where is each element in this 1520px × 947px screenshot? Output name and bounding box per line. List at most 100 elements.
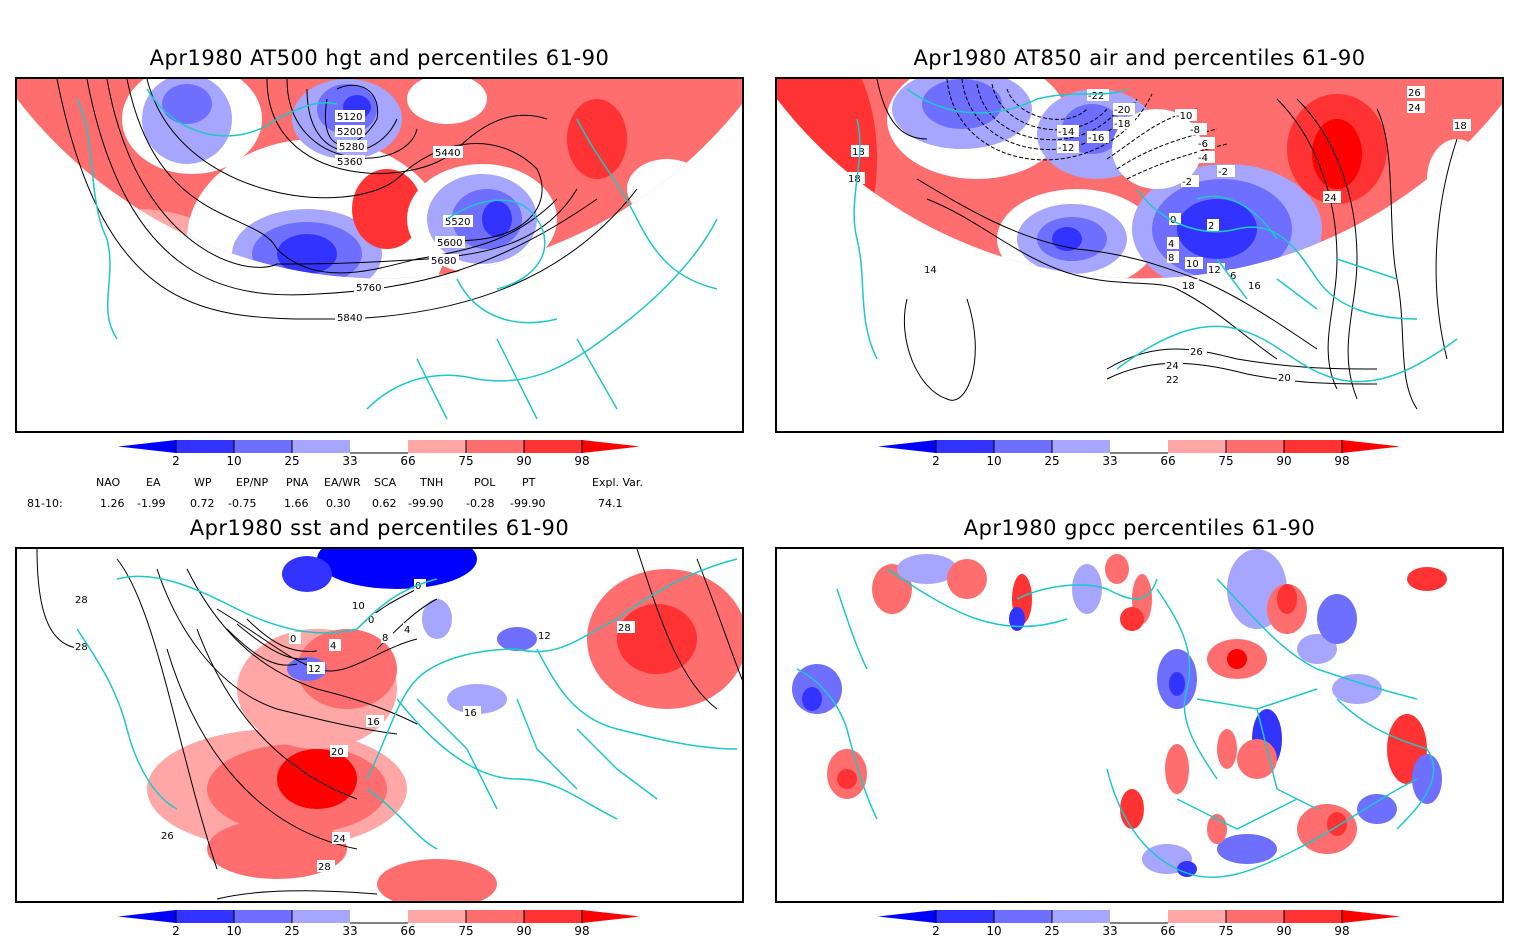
index-value: -0.75 bbox=[228, 497, 257, 510]
index-value: 0.30 bbox=[326, 497, 351, 510]
contour-label: 28 bbox=[318, 862, 331, 873]
colorbar-tick-label: 66 bbox=[400, 924, 416, 938]
contour-label: 26 bbox=[1408, 88, 1421, 99]
colorbar-tick-label: 90 bbox=[1276, 924, 1292, 938]
colorbar-tick-label: 10 bbox=[226, 924, 242, 938]
contour-label: 2 bbox=[1208, 221, 1214, 232]
contour-label: -18 bbox=[1114, 119, 1130, 130]
colorbar-segment bbox=[1110, 440, 1168, 453]
colorbar-sst: 2 10 25 33 66 75 90 98 bbox=[110, 907, 650, 947]
contour-label: 24 bbox=[1166, 361, 1179, 372]
colorbar-tick-label: 10 bbox=[986, 454, 1002, 468]
colorbar-segment bbox=[350, 440, 408, 453]
colorbar-air850: 2 10 25 33 66 75 90 98 bbox=[870, 437, 1410, 477]
index-value: 1.26 bbox=[100, 497, 125, 510]
contour-label: 4 bbox=[330, 641, 336, 652]
colorbar-segment bbox=[1284, 910, 1342, 923]
colorbar-segment bbox=[408, 910, 466, 923]
colorbar-segment bbox=[1168, 910, 1226, 923]
colorbar-swatches bbox=[118, 910, 640, 924]
contour-label: -2 bbox=[1182, 177, 1192, 188]
contour-label: -16 bbox=[1088, 133, 1104, 144]
index-header: SCA bbox=[374, 476, 397, 489]
contour-label: -12 bbox=[1058, 143, 1074, 154]
contour-label: 5520 bbox=[445, 217, 470, 228]
index-header: TNH bbox=[420, 476, 444, 489]
colorbar-swatches bbox=[878, 440, 1400, 454]
contour-label: 12 bbox=[538, 631, 551, 642]
colorbar-tick-label: 10 bbox=[986, 924, 1002, 938]
contour-label: 0 bbox=[368, 615, 374, 626]
index-header: EA/WR bbox=[324, 476, 361, 489]
contour-label: 24 bbox=[1324, 193, 1337, 204]
contour-label: 28 bbox=[75, 642, 88, 653]
index-header: EP/NP bbox=[236, 476, 269, 489]
colorbar-segment bbox=[466, 910, 524, 923]
colorbar-arrow-high bbox=[582, 440, 640, 453]
percentile-shading bbox=[792, 549, 1447, 877]
colorbar-segment bbox=[524, 910, 582, 923]
contour-label: 5840 bbox=[337, 313, 362, 324]
colorbar-tick-label: 33 bbox=[1102, 924, 1118, 938]
contour-label: 5120 bbox=[337, 112, 362, 123]
contour-label: 28 bbox=[618, 623, 631, 634]
contour-label: 26 bbox=[1190, 347, 1203, 358]
contour-label: 10 bbox=[352, 601, 365, 612]
country-borders bbox=[796, 568, 1435, 878]
colorbar-segment bbox=[408, 440, 466, 453]
contour-label: 5440 bbox=[435, 148, 460, 159]
contour-label: -4 bbox=[1198, 153, 1208, 164]
index-value: -0.28 bbox=[466, 497, 495, 510]
contour-label: 14 bbox=[924, 265, 937, 276]
colorbar-tick-label: 90 bbox=[516, 454, 532, 468]
map-panel-hgt500: 5120 5200 5280 5360 5440 5520 5600 5680 … bbox=[15, 77, 744, 433]
colorbar-arrow-high bbox=[1342, 440, 1400, 453]
colorbar-tick-label: 2 bbox=[932, 924, 940, 938]
index-header: PNA bbox=[286, 476, 309, 489]
colorbar-segment bbox=[524, 440, 582, 453]
colorbar-segment bbox=[176, 910, 234, 923]
panel-title-air850: Apr1980 AT850 air and percentiles 61-90 bbox=[913, 46, 1366, 70]
contour-label: 5360 bbox=[337, 157, 362, 168]
colorbar-segment bbox=[1226, 910, 1284, 923]
colorbar-swatches bbox=[118, 440, 640, 454]
contour-label: 8 bbox=[1168, 253, 1174, 264]
contour-label: 28 bbox=[75, 595, 88, 606]
colorbar-tick-label: 33 bbox=[342, 454, 358, 468]
colorbar-tick-label: 25 bbox=[1044, 924, 1060, 938]
contour-label: 24 bbox=[333, 834, 346, 845]
colorbar-tick-label: 25 bbox=[284, 924, 300, 938]
colorbar-segment bbox=[1110, 910, 1168, 923]
contour-label: 5760 bbox=[356, 283, 381, 294]
colorbar-tick-label: 25 bbox=[284, 454, 300, 468]
contour-label: 18 bbox=[848, 174, 861, 185]
contour-label: 18 bbox=[1182, 281, 1195, 292]
index-row-label: 81-10: bbox=[27, 497, 63, 510]
colorbar-tick-label: 75 bbox=[1218, 924, 1234, 938]
map-gpcc bbox=[792, 549, 1447, 878]
colorbar-segment bbox=[350, 910, 408, 923]
contour-label: -14 bbox=[1058, 127, 1074, 138]
map-sst: 28 28 0 0 0 4 4 8 10 12 12 16 16 20 24 2… bbox=[36, 549, 742, 901]
contour-label: 16 bbox=[367, 717, 380, 728]
contour-label: 6 bbox=[1230, 271, 1236, 282]
index-value: 1.66 bbox=[284, 497, 309, 510]
contour-label: 4 bbox=[1168, 239, 1174, 250]
colorbar-tick-label: 98 bbox=[1334, 924, 1350, 938]
index-value: 0.62 bbox=[372, 497, 397, 510]
colorbar-arrow-high bbox=[582, 910, 640, 923]
contour-label: -20 bbox=[1114, 105, 1130, 116]
index-value: -99.90 bbox=[408, 497, 444, 510]
colorbar-tick-label: 98 bbox=[574, 924, 590, 938]
colorbar-segment bbox=[1226, 440, 1284, 453]
colorbar-tick-label: 75 bbox=[1218, 454, 1234, 468]
colorbar-arrow-low bbox=[118, 910, 176, 923]
contour-label: 10 bbox=[1186, 259, 1199, 270]
colorbar-arrow-low bbox=[878, 440, 936, 453]
contour-label: 18 bbox=[1454, 121, 1467, 132]
contour-label: 5680 bbox=[431, 256, 456, 267]
contour-label: 24 bbox=[1408, 103, 1421, 114]
contour-label: -10 bbox=[1176, 111, 1192, 122]
panel-title-hgt500: Apr1980 AT500 hgt and percentiles 61-90 bbox=[149, 46, 610, 70]
colorbar-segment bbox=[292, 910, 350, 923]
